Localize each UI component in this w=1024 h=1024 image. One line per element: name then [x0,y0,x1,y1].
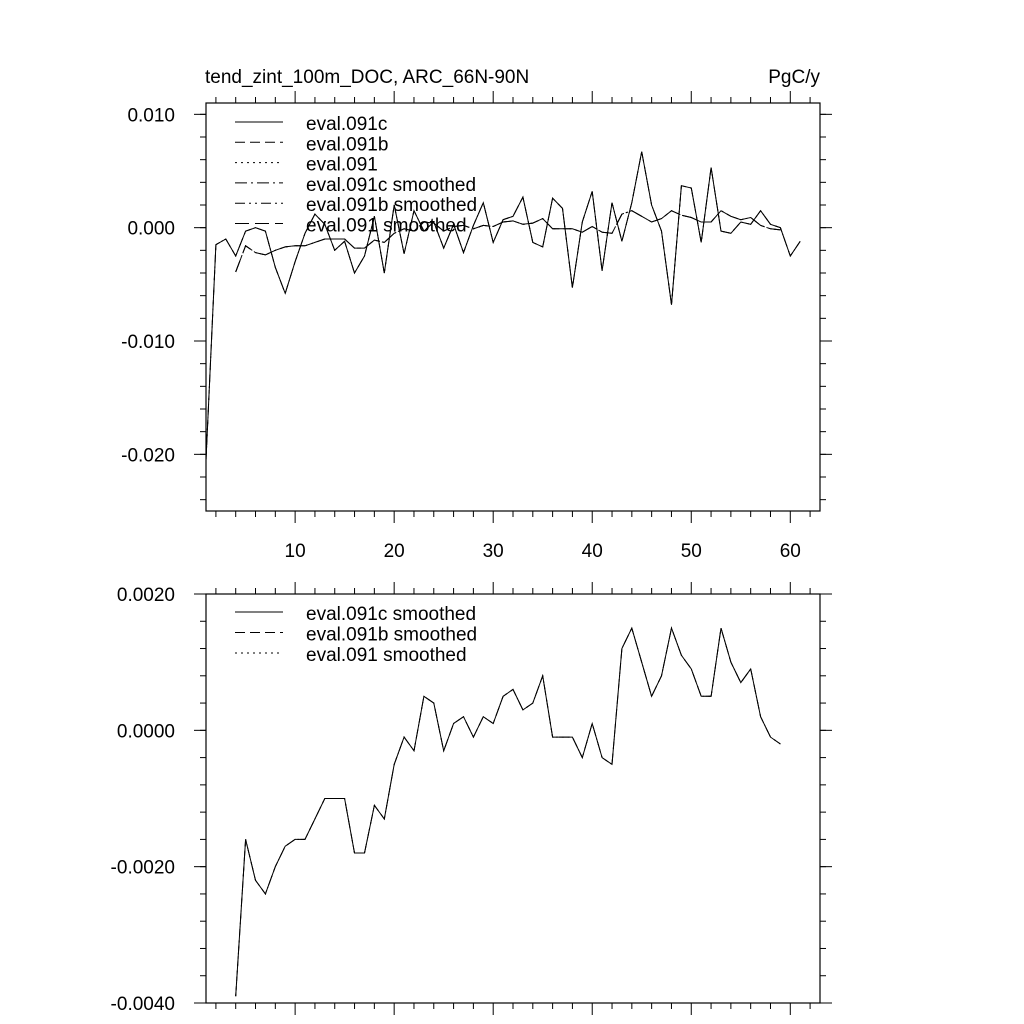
x-tick-label: 50 [681,541,702,562]
top-series [205,151,801,461]
x-tick-label: 60 [780,541,801,562]
x-tick-label: 30 [483,541,504,562]
y-tick-label: 0.010 [127,105,175,126]
y-tick-label: -0.010 [121,332,175,353]
y-tick-label: -0.0020 [111,858,175,879]
legend-label: eval.091c [306,114,387,135]
top-panel: tend_zint_100m_DOC, ARC_66N-90N PgC/y 0.… [121,67,832,562]
y-tick-label: -0.020 [121,445,175,466]
y-tick-label: 0.000 [127,219,175,240]
legend-label: eval.091b [306,134,388,155]
top-plot-frame [205,102,821,512]
y-tick-label: 0.0000 [117,721,175,742]
legend-label: eval.091 [306,155,378,176]
series-line-2 [205,151,801,461]
legend-label: eval.091 smoothed [306,645,467,666]
legend-label: eval.091c smoothed [306,604,476,625]
top-chart-title: tend_zint_100m_DOC, ARC_66N-90N [205,67,529,88]
top-chart-units: PgC/y [768,67,820,88]
bottom-panel: 0.0020 0.0000 -0.0020 -0.0040 eval.091c smo… [111,582,832,1015]
bottom-series [235,626,781,997]
series-line-3 [205,151,801,461]
series-line-3 [235,626,781,997]
y-tick-label: -0.0040 [111,994,175,1015]
x-tick-label: 40 [582,541,603,562]
legend-label: eval.091b smoothed [306,195,477,216]
series-line-6 [235,210,781,273]
legend-label: eval.091 smoothed [306,216,467,237]
bottom-plot-frame [205,593,821,1004]
bottom-ticks: 0.0020 0.0000 -0.0020 -0.0040 [111,582,832,1015]
y-tick-label: 0.0020 [117,585,175,606]
series-line-1 [235,626,781,997]
series-line-2 [235,626,781,997]
legend-label: eval.091b smoothed [306,625,477,646]
legend-label: eval.091c smoothed [306,175,476,196]
x-tick-label: 20 [384,541,405,562]
top-ticks: 0.010 0.000 -0.010 -0.020 10 20 30 40 50 60 [121,91,832,562]
x-tick-label: 10 [285,541,306,562]
series-line-1 [205,151,801,461]
